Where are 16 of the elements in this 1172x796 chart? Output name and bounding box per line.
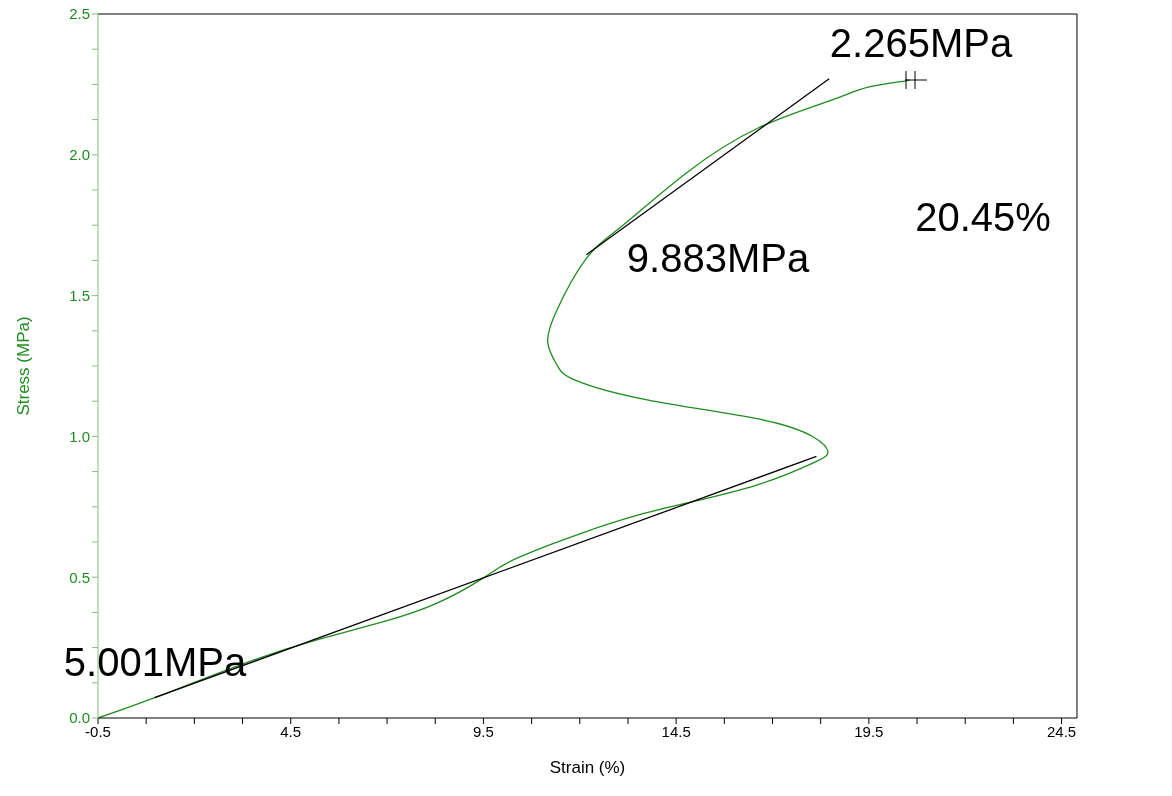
y-tick-label: 1.5: [69, 286, 90, 304]
annotation: 5.001MPa: [63, 640, 247, 684]
x-tick-label: 24.5: [1046, 722, 1077, 740]
y-tick-label: 0.5: [69, 568, 90, 586]
annotation: 20.45%: [915, 195, 1051, 239]
x-axis-title: Strain (%): [549, 758, 626, 777]
x-tick-label: 4.5: [280, 722, 302, 740]
y-tick-label: 2.5: [69, 5, 90, 23]
annotation: 2.265MPa: [829, 21, 1013, 65]
y-axis-title: Stress (MPa): [14, 316, 34, 416]
x-tick-label: 9.5: [473, 722, 494, 740]
x-tick-label: 14.5: [661, 722, 691, 740]
x-tick-label: 19.5: [854, 722, 884, 740]
y-tick-label: 2.0: [69, 146, 90, 164]
annotation: 9.883MPa: [626, 236, 810, 280]
y-tick-label: 1.0: [69, 427, 90, 445]
